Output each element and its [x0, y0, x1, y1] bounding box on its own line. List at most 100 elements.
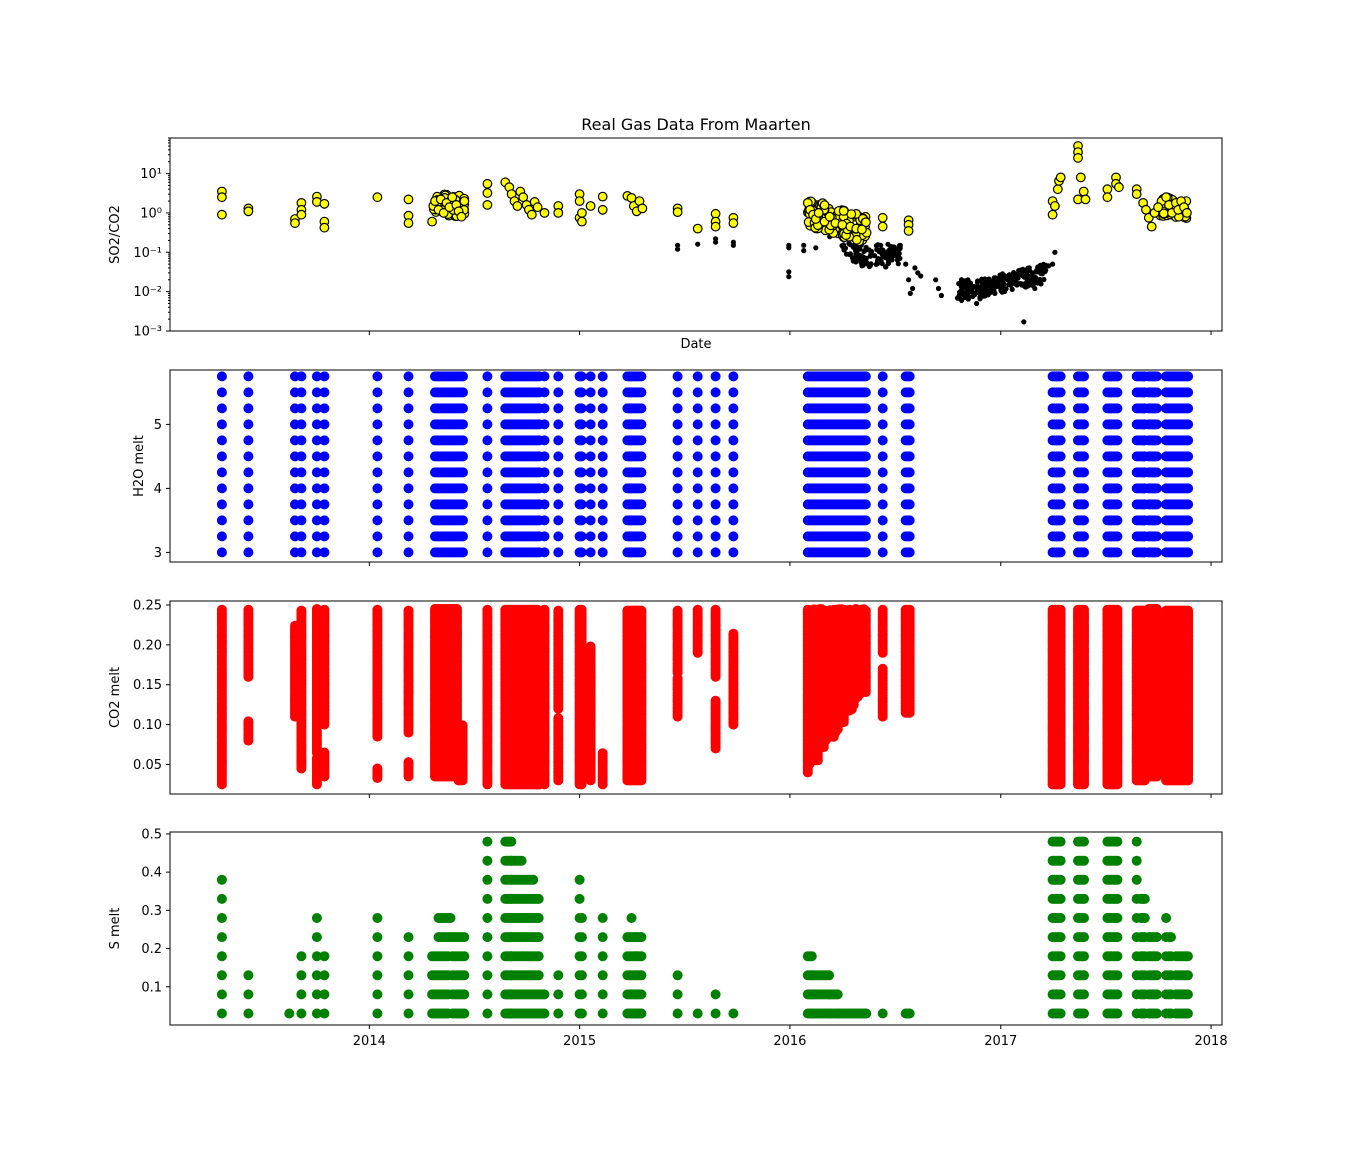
data-point: [1055, 515, 1066, 526]
data-point: [585, 201, 596, 211]
data-point: [982, 287, 988, 293]
data-point: [897, 243, 903, 249]
data-point: [965, 277, 971, 283]
data-point: [243, 499, 254, 510]
data-point: [1047, 209, 1058, 220]
data-point: [319, 531, 330, 542]
data-point: [372, 499, 383, 510]
data-point: [403, 515, 414, 526]
data-point: [532, 202, 543, 213]
data-point: [728, 218, 739, 229]
data-point: [978, 294, 985, 300]
data-point: [1055, 403, 1066, 414]
data-point: [636, 467, 647, 478]
data-point: [553, 207, 564, 218]
data-point: [597, 467, 608, 478]
data-point: [824, 211, 835, 222]
data-point: [576, 467, 587, 478]
data-point: [576, 499, 587, 510]
data-point: [710, 531, 721, 542]
data-point: [243, 531, 254, 542]
data-point: [672, 531, 683, 542]
data-point: [786, 269, 792, 275]
data-point: [1049, 201, 1060, 211]
data-point: [1112, 547, 1123, 558]
data-point: [458, 467, 468, 478]
data-point: [692, 547, 703, 558]
data-point: [403, 371, 414, 382]
data-point: [710, 483, 721, 494]
data-point: [597, 204, 608, 215]
data-point: [553, 499, 564, 510]
axes-frame: [169, 137, 1223, 332]
data-point: [1055, 451, 1066, 462]
data-point: [576, 435, 587, 446]
data-point: [1079, 483, 1089, 494]
data-point: [539, 467, 550, 478]
data-point: [296, 387, 307, 398]
data-point: [576, 451, 587, 462]
data-point: [728, 451, 739, 462]
data-point: [877, 547, 888, 558]
data-point: [482, 531, 493, 542]
data-point: [372, 451, 383, 462]
data-point: [482, 604, 493, 615]
data-point: [885, 241, 891, 247]
data-point: [553, 547, 564, 558]
data-point: [576, 387, 587, 398]
data-point: [850, 258, 856, 264]
data-point: [216, 547, 227, 558]
data-point: [311, 435, 322, 446]
data-point: [296, 467, 307, 478]
data-point: [695, 241, 701, 247]
data-point: [458, 547, 468, 558]
data-point: [553, 371, 564, 382]
data-point: [874, 258, 881, 264]
data-point: [1112, 403, 1123, 414]
data-point: [311, 403, 322, 414]
data-point: [904, 547, 915, 558]
data-point: [877, 451, 888, 462]
data-point: [403, 483, 414, 494]
data-point: [1032, 285, 1038, 292]
data-point: [1004, 277, 1010, 283]
data-point: [597, 191, 608, 202]
data-point: [999, 285, 1005, 291]
data-point: [1079, 531, 1089, 542]
data-point: [1151, 419, 1162, 430]
data-point: [1131, 189, 1142, 200]
data-point: [482, 387, 493, 398]
data-point: [846, 240, 852, 247]
data-point: [574, 196, 585, 207]
data-point: [786, 245, 792, 251]
data-point: [597, 371, 608, 382]
data-point: [728, 547, 739, 558]
data-point: [539, 451, 550, 462]
data-point: [576, 483, 587, 494]
data-point: [672, 547, 683, 558]
data-point: [403, 435, 414, 446]
data-point: [458, 403, 468, 414]
data-point: [995, 279, 1002, 285]
data-point: [1079, 547, 1089, 558]
data-point: [847, 251, 854, 257]
data-point: [1055, 531, 1066, 542]
data-point: [728, 371, 739, 382]
data-point: [482, 467, 493, 478]
data-point: [868, 253, 874, 259]
data-point: [904, 403, 915, 414]
data-point: [636, 435, 647, 446]
data-point: [875, 242, 881, 248]
data-point: [710, 467, 721, 478]
data-point: [403, 387, 414, 398]
data-point: [1073, 152, 1083, 163]
data-point: [216, 403, 227, 414]
data-point: [1029, 270, 1036, 276]
data-point: [597, 531, 608, 542]
data-point: [1011, 270, 1017, 276]
data-point: [539, 207, 550, 218]
data-point: [904, 451, 915, 462]
data-point: [692, 403, 703, 414]
data-point: [1113, 182, 1124, 193]
data-point: [710, 435, 721, 446]
